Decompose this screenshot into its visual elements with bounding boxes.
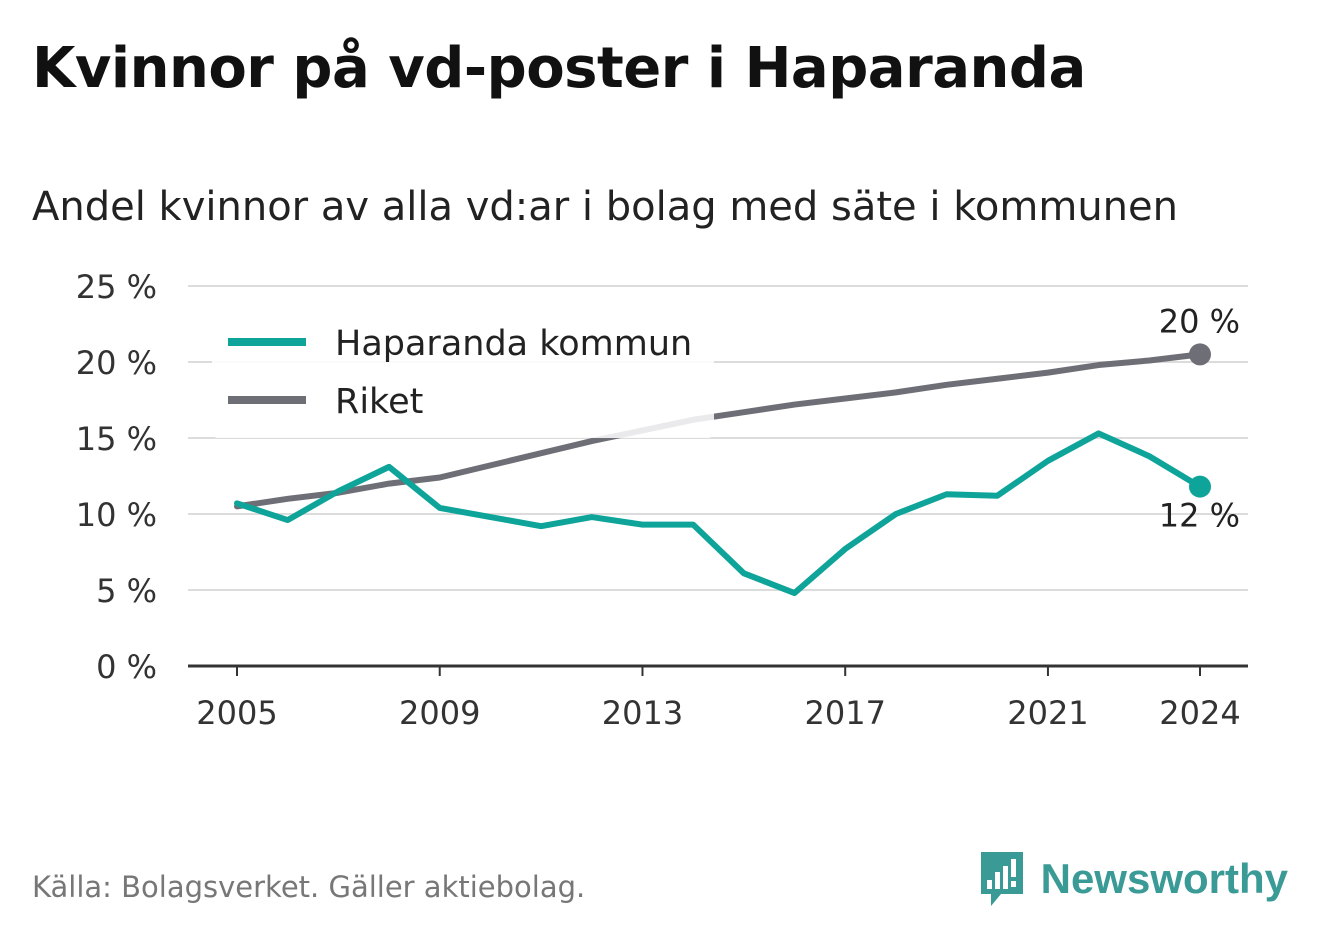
x-tick-label: 2005 [196,694,277,732]
end-marker-0 [1189,475,1211,498]
series-line-0 [234,430,1203,597]
source-note: Källa: Bolagsverket. Gäller aktiebolag. [32,870,586,904]
x-axis: 2005 2009 2013 2017 2021 2024 [188,664,1248,732]
x-tick-label: 2013 [602,694,683,732]
y-tick-label: 10 % [76,496,157,534]
end-label: 12 % [1159,497,1240,535]
end-label: 20 % [1159,302,1240,340]
y-tick-label: 5 % [96,572,157,610]
end-labels: 12 % 20 % [1159,302,1240,534]
page-subtitle: Andel kvinnor av alla vd:ar i bolag med … [32,184,1178,230]
series-line-1 [234,351,1203,510]
line-chart: 0 %5 %10 %15 %20 %25 % 2005 2009 2013 2017 2… [76,268,1248,732]
legend-label: Riket [335,382,423,422]
x-tick-label: 2021 [1007,694,1088,732]
y-tick-label: 20 % [76,344,157,382]
end-marker-1 [1189,343,1211,366]
x-tick-label: 2009 [399,694,480,732]
y-tick-label: 15 % [76,420,157,458]
x-tick-label: 2024 [1159,694,1240,732]
y-tick-label: 0 % [96,648,157,686]
y-tick-label: 25 % [76,268,157,306]
newsworthy-logo-icon [980,852,1023,906]
legend: Haparanda kommun Riket [212,314,714,438]
page-title: Kvinnor på vd-poster i Haparanda [32,36,1086,101]
brand-logo[interactable]: Newsworthy [977,850,1288,908]
brand-name: Newsworthy [1040,855,1288,902]
y-axis-ticks: 0 % 5 % 10 % 15 % 20 % 25 % [76,268,157,686]
series-lines [234,351,1203,597]
legend-label: Haparanda kommun [335,324,692,364]
legend-background [212,314,714,438]
x-tick-label: 2017 [804,694,885,732]
